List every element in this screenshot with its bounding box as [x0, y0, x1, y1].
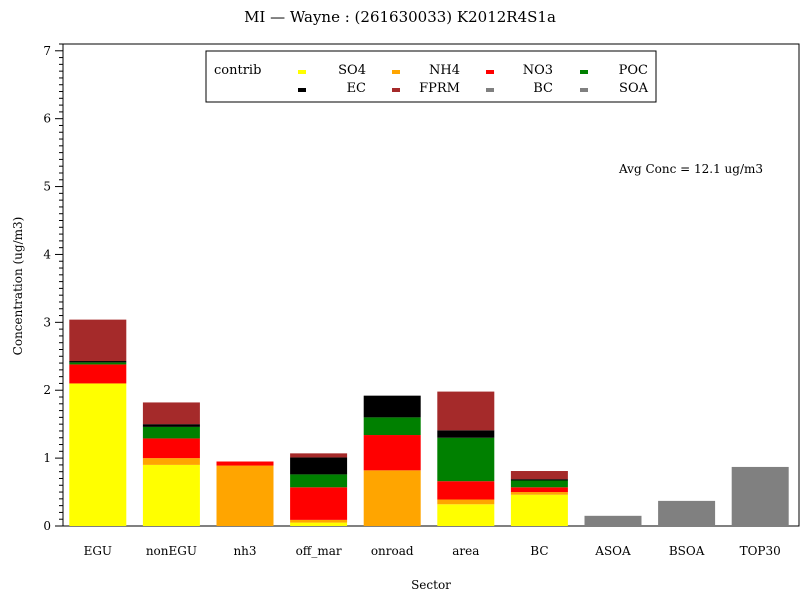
bar-segment-ec — [290, 457, 348, 475]
bar-segment-no3 — [290, 487, 348, 520]
bar-segment-poc — [510, 480, 568, 488]
x-tick-label: EGU — [84, 544, 112, 558]
bar-segment-poc — [363, 417, 421, 436]
y-tick-label: 2 — [43, 383, 51, 397]
bar-segment-poc — [290, 474, 348, 488]
x-tick-label: BSOA — [669, 544, 705, 558]
legend-label-fprm: FPRM — [419, 81, 460, 96]
bar-segment-fprm — [290, 453, 348, 458]
legend-label-bc: BC — [533, 81, 553, 96]
legend-swatch-poc — [580, 70, 588, 74]
bar-segment-so4 — [510, 494, 568, 526]
y-tick-label: 0 — [43, 519, 51, 533]
bar-segment-no3 — [510, 487, 568, 493]
bar-segment-soa — [731, 466, 789, 526]
legend-label-nh4: NH4 — [429, 63, 460, 78]
bar-segment-nh4 — [363, 470, 421, 526]
legend-box — [205, 50, 657, 103]
x-tick-label: BC — [530, 544, 548, 558]
bar-segment-fprm — [510, 471, 568, 480]
legend-swatch-so4 — [298, 70, 306, 74]
x-tick-label: nh3 — [233, 544, 256, 558]
legend-swatch-no3 — [486, 70, 494, 74]
avg-conc-annotation: Avg Conc = 12.1 ug/m3 — [618, 162, 763, 176]
bar-segment-no3 — [216, 461, 274, 466]
bar-segment-nh4 — [437, 499, 495, 505]
x-tick-label: TOP30 — [740, 544, 781, 558]
legend-swatch-soa — [580, 88, 588, 92]
x-tick-label: nonEGU — [146, 544, 197, 558]
legend-items: SO4 NH4 NO3 POC EC FPRM BC SOA — [298, 63, 649, 96]
y-tick-label: 5 — [43, 180, 51, 194]
bar-segment-ec — [69, 361, 127, 363]
bar-segment-nh4 — [290, 519, 348, 523]
bar-segment-fprm — [437, 391, 495, 431]
bar-segment-ec — [510, 479, 568, 481]
legend-label-so4: SO4 — [338, 63, 366, 78]
bar-segment-no3 — [363, 435, 421, 471]
x-tick-label: off_mar — [296, 544, 342, 558]
legend-swatch-ec — [298, 88, 306, 92]
y-tick-label: 4 — [43, 247, 51, 261]
bar-segment-nh4 — [142, 458, 200, 465]
y-tick-label: 3 — [43, 315, 51, 329]
chart-title: MI — Wayne : (261630033) K2012R4S1a — [244, 8, 556, 26]
legend-label-poc: POC — [619, 63, 648, 78]
x-tick-label: onroad — [371, 544, 414, 558]
y-axis: 0 1 2 3 4 5 6 7 — [43, 43, 63, 533]
legend: contrib SO4 NH4 NO3 POC EC FPRM BC SOA — [205, 50, 657, 103]
x-axis: EGU nonEGU nh3 off_mar onroad area BC ASOA BSOA T… — [84, 544, 781, 558]
bar-segment-soa — [584, 515, 642, 526]
bar-segment-nh4 — [510, 492, 568, 495]
bar-segment-fprm — [142, 402, 200, 425]
bar-segment-nh4 — [216, 465, 274, 526]
x-tick-label: area — [452, 544, 479, 558]
legend-title: contrib — [214, 63, 261, 78]
bar-segment-no3 — [437, 481, 495, 500]
bar-segment-ec — [437, 430, 495, 438]
bar-segment-ec — [142, 424, 200, 427]
bar-segment-so4 — [437, 504, 495, 526]
bar-segment-poc — [69, 362, 127, 365]
legend-label-ec: EC — [347, 81, 366, 96]
legend-label-no3: NO3 — [523, 63, 553, 78]
y-tick-label: 1 — [43, 451, 51, 465]
x-tick-label: ASOA — [594, 544, 631, 558]
bar-segment-no3 — [142, 438, 200, 459]
bar-segment-poc — [437, 437, 495, 482]
y-axis-label: Concentration (ug/m3) — [11, 217, 25, 356]
bar-segment-so4 — [290, 522, 348, 526]
legend-label-soa: SOA — [619, 81, 649, 96]
legend-swatch-fprm — [392, 88, 400, 92]
x-axis-label: Sector — [411, 578, 451, 592]
y-tick-label: 7 — [43, 44, 51, 58]
bar-segment-soa — [658, 500, 716, 526]
legend-swatch-nh4 — [392, 70, 400, 74]
plot-frame — [62, 43, 800, 527]
bar-segment-ec — [363, 395, 421, 418]
bar-segment-poc — [142, 426, 200, 439]
legend-swatch-bc — [486, 88, 494, 92]
bar-segment-so4 — [69, 383, 127, 526]
bars — [69, 319, 789, 526]
bar-segment-so4 — [142, 464, 200, 526]
bar-segment-fprm — [69, 319, 127, 362]
bar-segment-no3 — [69, 364, 127, 384]
y-tick-label: 6 — [43, 112, 51, 126]
